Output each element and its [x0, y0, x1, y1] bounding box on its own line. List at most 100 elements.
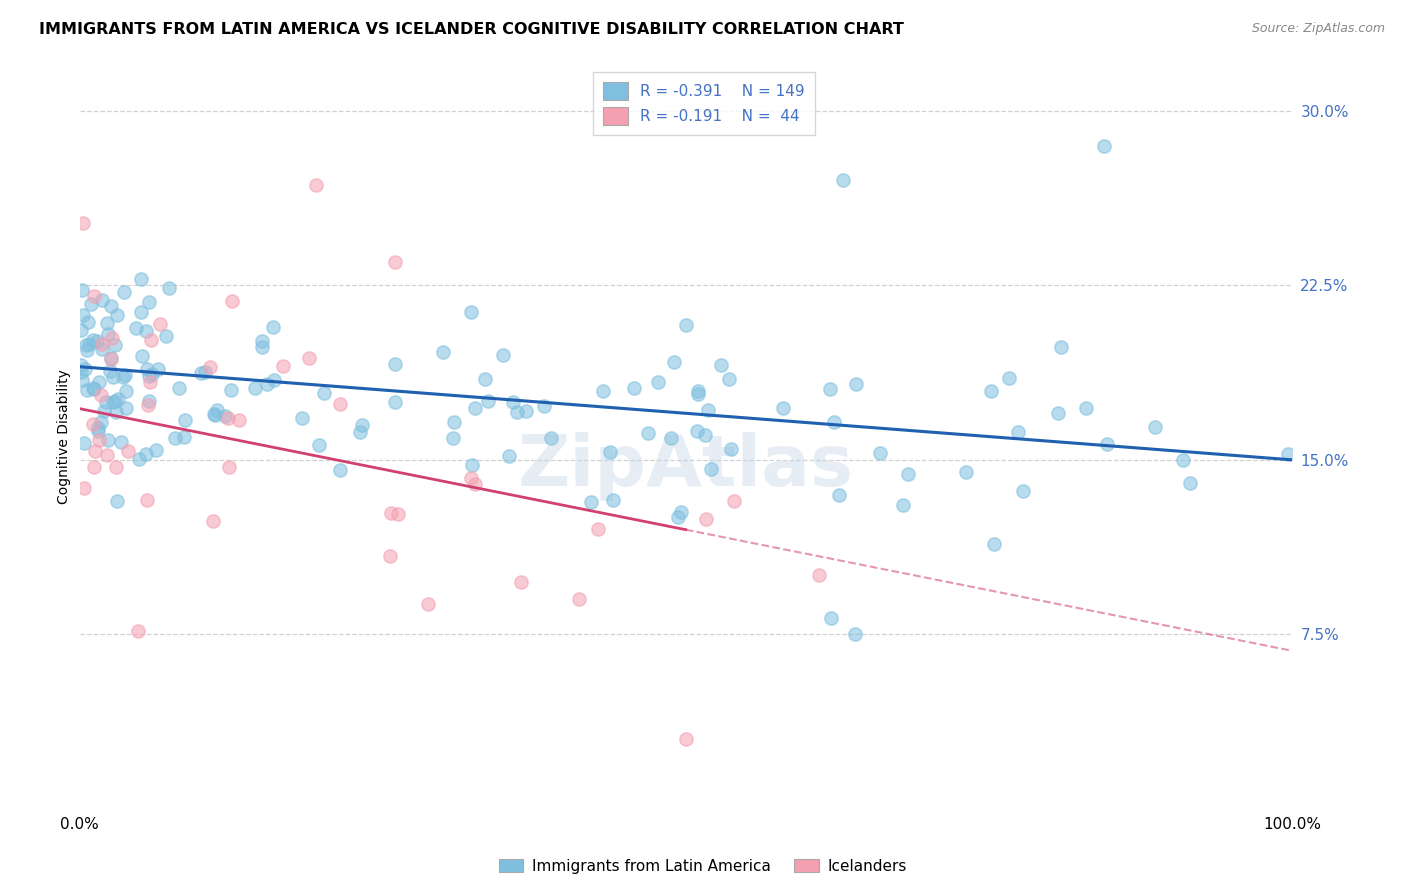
Point [218, 459, 240, 474]
Point [83, 382, 105, 396]
Point [308, 438, 330, 452]
Point [221, 293, 243, 308]
Point [100, 351, 122, 366]
Point [384, 357, 406, 371]
Point [723, 494, 745, 508]
Point [808, 567, 831, 582]
Text: Source: ZipAtlas.com: Source: ZipAtlas.com [1251, 22, 1385, 36]
Point [111, 370, 134, 384]
Point [1277, 447, 1299, 461]
Point [107, 494, 129, 508]
Point [219, 383, 242, 397]
Point [668, 509, 690, 524]
Point [298, 351, 321, 366]
Point [891, 498, 914, 512]
Point [250, 340, 273, 354]
Point [138, 368, 160, 383]
Point [983, 537, 1005, 551]
Point [492, 348, 515, 362]
Point [228, 413, 250, 427]
Point [477, 394, 499, 409]
Point [599, 445, 621, 459]
Point [145, 442, 167, 457]
Point [696, 403, 718, 417]
Point [82, 417, 104, 431]
Point [998, 370, 1021, 384]
Point [101, 395, 124, 409]
Point [139, 375, 162, 389]
Point [250, 334, 273, 348]
Point [136, 398, 159, 412]
Point [72, 373, 94, 387]
Point [464, 477, 486, 491]
Point [148, 317, 170, 331]
Point [135, 448, 157, 462]
Legend: Immigrants from Latin America, Icelanders: Immigrants from Latin America, Icelander… [492, 853, 914, 880]
Point [104, 405, 127, 419]
Point [506, 405, 529, 419]
Point [579, 495, 602, 509]
Point [173, 430, 195, 444]
Point [138, 295, 160, 310]
Point [669, 505, 692, 519]
Point [675, 318, 697, 332]
Point [474, 372, 496, 386]
Point [76, 384, 98, 398]
Point [70, 359, 93, 373]
Point [1144, 419, 1167, 434]
Point [897, 467, 920, 481]
Point [659, 431, 682, 445]
Point [586, 522, 609, 536]
Point [384, 395, 406, 409]
Text: IMMIGRANTS FROM LATIN AMERICA VS ICELANDER COGNITIVE DISABILITY CORRELATION CHAR: IMMIGRANTS FROM LATIN AMERICA VS ICELAND… [39, 22, 904, 37]
Point [832, 173, 855, 187]
Point [202, 514, 225, 528]
Point [1012, 483, 1035, 498]
Point [169, 381, 191, 395]
Point [98, 364, 121, 378]
Point [100, 299, 122, 313]
Point [245, 381, 267, 395]
Point [87, 424, 110, 438]
Point [256, 376, 278, 391]
Point [87, 434, 110, 448]
Point [75, 338, 97, 352]
Point [87, 421, 110, 435]
Point [828, 488, 851, 502]
Point [1171, 452, 1194, 467]
Point [980, 384, 1002, 399]
Point [135, 325, 157, 339]
Point [204, 408, 226, 422]
Point [380, 506, 402, 520]
Point [138, 394, 160, 409]
Point [688, 384, 710, 398]
Point [637, 426, 659, 441]
Point [190, 366, 212, 380]
Point [207, 402, 229, 417]
Point [128, 451, 150, 466]
Point [720, 442, 742, 457]
Point [1095, 437, 1118, 451]
Point [70, 283, 93, 297]
Point [350, 417, 373, 432]
Point [623, 380, 645, 394]
Point [675, 732, 697, 747]
Point [124, 321, 146, 335]
Point [96, 448, 118, 462]
Point [83, 460, 105, 475]
Point [105, 308, 128, 322]
Point [101, 370, 124, 384]
Point [91, 337, 114, 351]
Point [79, 297, 101, 311]
Point [515, 404, 537, 418]
Point [86, 334, 108, 349]
Point [1050, 340, 1073, 354]
Point [262, 320, 284, 334]
Point [540, 431, 562, 445]
Point [263, 373, 285, 387]
Point [87, 375, 110, 389]
Point [378, 549, 401, 564]
Point [141, 334, 163, 348]
Point [73, 361, 96, 376]
Point [83, 288, 105, 302]
